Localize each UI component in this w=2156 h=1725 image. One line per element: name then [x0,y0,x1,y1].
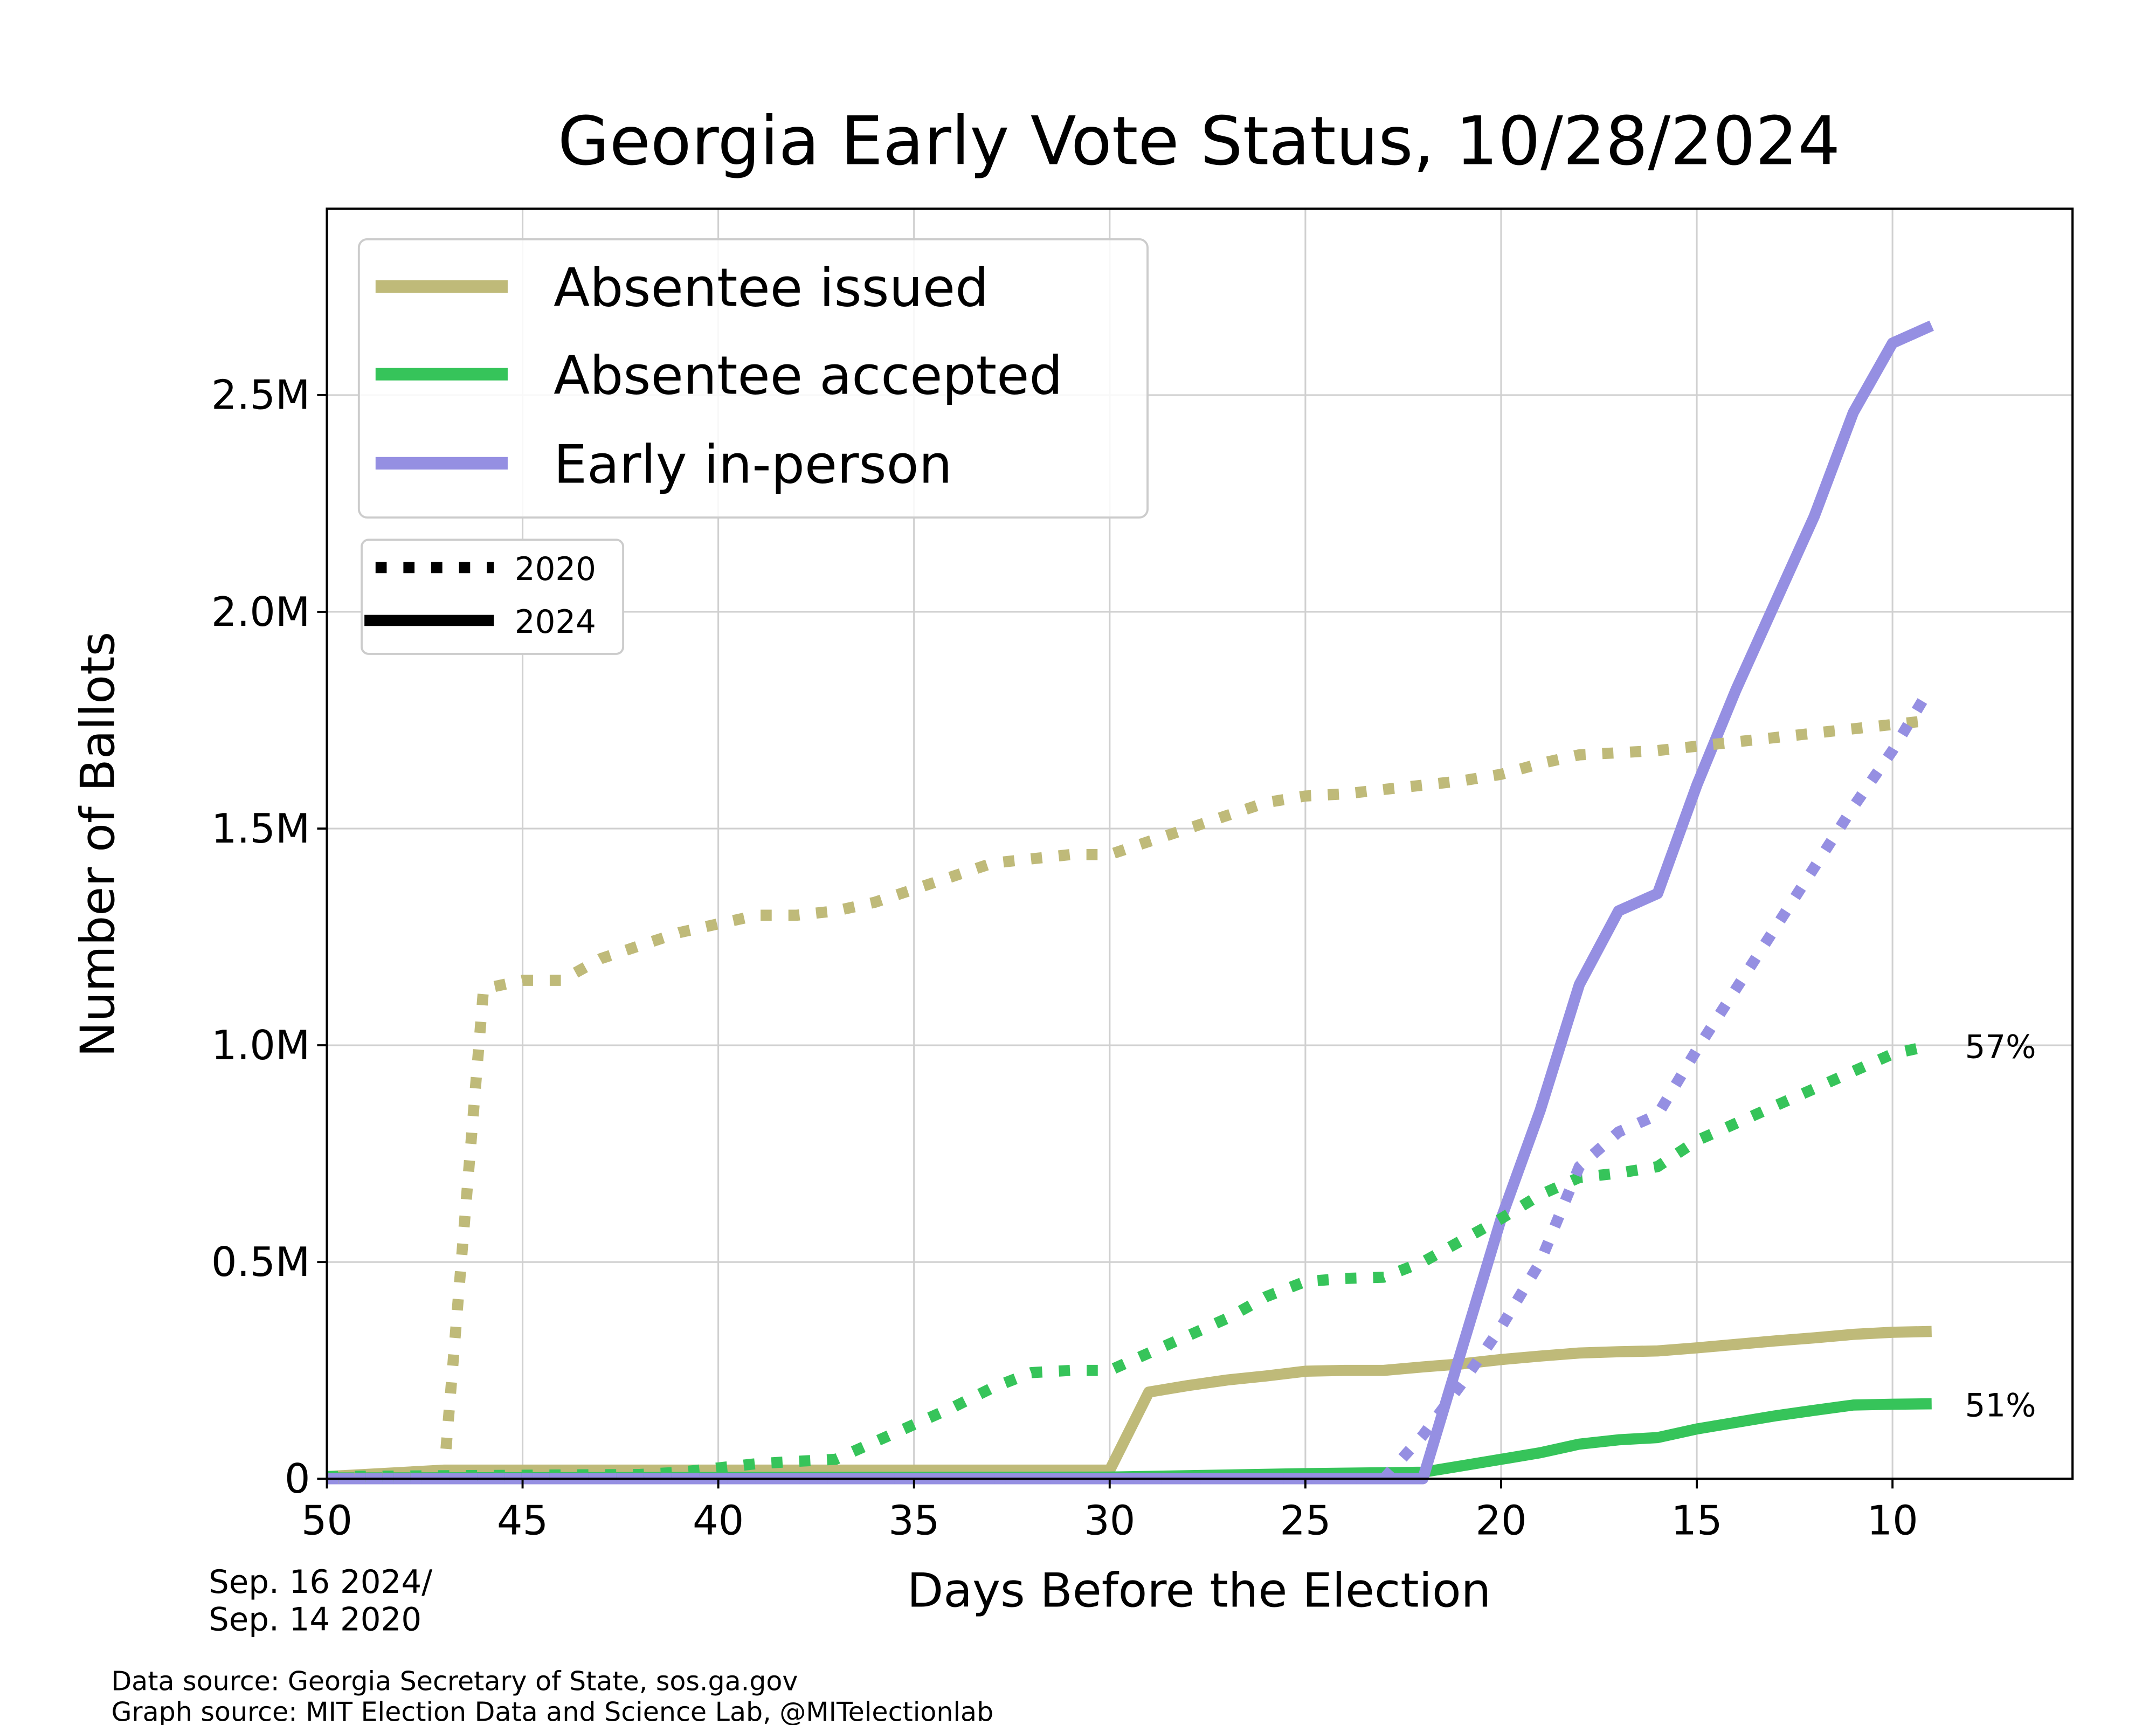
x-tick-label: 25 [1280,1497,1331,1544]
annotation-label: 57% [1965,1028,2036,1065]
x-tick-label: 40 [693,1497,744,1544]
y-tick-label: 1.5M [211,805,310,852]
legend-label-absentee-issued: Absentee issued [554,258,989,319]
x-tick-label: 20 [1475,1497,1526,1544]
x-axis-label: Days Before the Election [907,1563,1491,1618]
series-line-absentee-issued-2020 [326,714,1932,1485]
style-label-2020: 2020 [515,550,596,588]
ticks: 50 45 40 35 30 25 20 15 10 0 0.5M 1.0M 1.5M 2.0M 2.5M [211,372,1918,1544]
graph-source-note: Graph source: MIT Election Data and Scie… [111,1696,993,1725]
x-start-note-line2: Sep. 14 2020 [209,1601,421,1638]
y-tick-label: 0 [285,1455,310,1502]
plot-frame [326,208,2074,1480]
x-tick-label: 45 [497,1497,548,1544]
series-line-absentee-issued-2024 [326,1326,1932,1482]
x-tick-label: 35 [888,1497,939,1544]
y-tick-label: 0.5M [211,1239,310,1286]
y-axis-label: Number of Ballots [71,632,126,1057]
legend-label-early-in-person: Early in-person [554,434,952,495]
x-tick-label: 10 [1867,1497,1918,1544]
x-tick-label: 15 [1671,1497,1722,1544]
y-tick-label: 2.0M [211,589,310,636]
style-legend: 2020 2024 [361,539,625,655]
style-label-2024: 2024 [515,603,596,640]
legend: Absentee issued Absentee accepted Early … [357,238,1149,519]
chart-title: Georgia Early Vote Status, 10/28/2024 [558,103,1841,181]
series-line-absentee-accepted-2020 [327,1040,1933,1482]
series-line-early-in-person-2024 [327,320,1934,1485]
y-tick-label: 2.5M [211,372,310,419]
y-tick-label: 1.0M [211,1022,310,1069]
legend-label-absentee-accepted: Absentee accepted [554,345,1063,406]
x-tick-label: 50 [301,1497,353,1544]
series-line-early-in-person-2020 [327,695,1929,1485]
annotations: 57% 51% [1965,1028,2036,1424]
annotation-label: 51% [1965,1386,2036,1424]
x-start-note-line1: Sep. 16 2024/ [209,1563,432,1600]
x-tick-label: 30 [1084,1497,1135,1544]
series-layer [326,320,1934,1485]
data-source-note: Data source: Georgia Secretary of State,… [111,1665,798,1696]
